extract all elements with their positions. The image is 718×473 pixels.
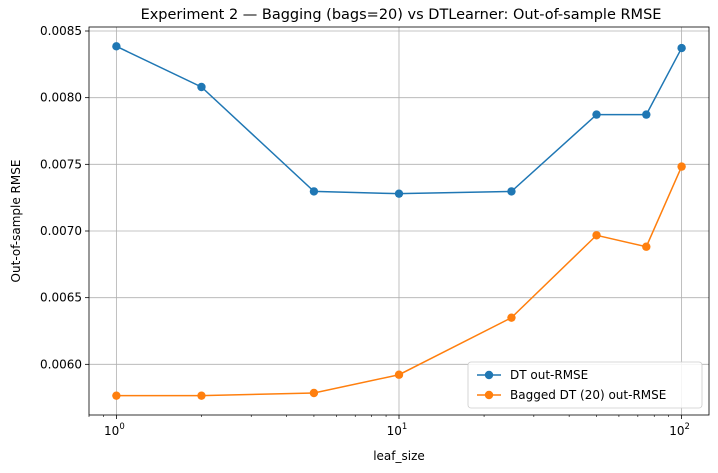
plot-frame xyxy=(88,26,710,416)
x-tick-label: 101 xyxy=(387,422,408,438)
data-point xyxy=(642,242,651,251)
x-axis-label: leaf_size xyxy=(373,449,425,463)
y-tick-label: 0.0060 xyxy=(40,357,82,371)
data-point xyxy=(507,187,516,196)
data-point xyxy=(197,82,206,92)
data-point xyxy=(642,110,651,119)
y-tick-label: 0.0070 xyxy=(40,224,82,238)
data-point xyxy=(592,110,601,119)
data-point xyxy=(309,388,319,398)
data-point xyxy=(677,162,686,171)
data-point xyxy=(112,391,121,400)
data-point xyxy=(112,42,121,51)
legend-label: Bagged DT (20) out-RMSE xyxy=(510,388,666,402)
legend-label: DT out-RMSE xyxy=(510,368,588,382)
x-tick-label: 100 xyxy=(104,422,125,438)
series-group xyxy=(112,42,686,400)
legend-swatch-marker xyxy=(484,390,494,400)
series-line-2 xyxy=(116,166,683,397)
legend-box xyxy=(467,361,703,409)
y-tick-label: 0.0075 xyxy=(40,157,82,171)
data-point xyxy=(677,43,686,53)
y-tick-label: 0.0065 xyxy=(40,291,82,305)
chart-title: Experiment 2 — Bagging (bags=20) vs DTLe… xyxy=(141,7,662,23)
y-tick-label: 0.0080 xyxy=(40,91,82,105)
legend: DT out-RMSE Bagged DT (20) out-RMSE xyxy=(467,361,703,409)
axis-ticks: 0.0060 0.0065 0.0070 0.0075 0.0080 0.0085 100 1… xyxy=(40,24,690,438)
data-point xyxy=(309,187,319,196)
legend-swatch-marker xyxy=(484,370,494,380)
data-point xyxy=(592,231,601,240)
data-point xyxy=(394,370,404,379)
data-point xyxy=(394,189,404,198)
data-point xyxy=(197,391,206,400)
y-axis-label: Out-of-sample RMSE xyxy=(9,160,23,283)
data-point xyxy=(507,313,516,322)
y-tick-label: 0.0085 xyxy=(40,24,82,38)
series-line-1 xyxy=(116,45,683,195)
x-tick-label: 102 xyxy=(669,422,690,438)
grid xyxy=(89,27,709,415)
